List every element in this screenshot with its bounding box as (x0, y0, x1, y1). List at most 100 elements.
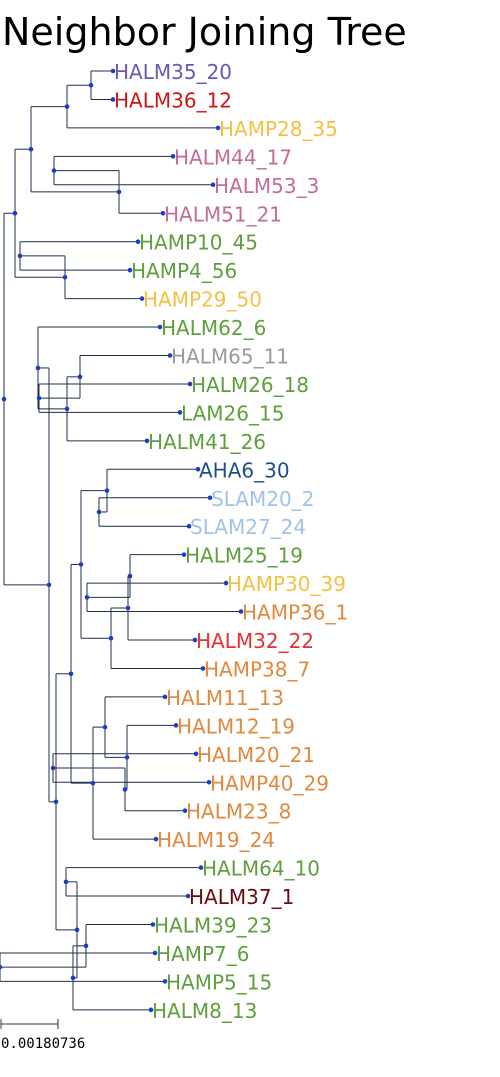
internal-node-dot (64, 406, 70, 412)
leaf-label: HAMP5_15 (166, 970, 272, 994)
leaf-node-dot (127, 267, 133, 273)
leaf-node-dot (153, 836, 159, 842)
internal-node-dot (36, 395, 42, 401)
internal-node-dot (70, 975, 76, 981)
leaf-node-dot (210, 182, 216, 188)
leaf-node-dot (181, 552, 187, 557)
leaf-labels: HALM35_20 HALM36_12 HAMP28_35 HALM44_17 HALM… (114, 60, 348, 1023)
leaf-label: HAMP30_39 (227, 572, 346, 596)
leaf-label: HAMP4_56 (131, 259, 237, 283)
leaf-label: HALM11_13 (166, 686, 284, 710)
leaf-label: HALM51_21 (164, 202, 282, 226)
leaf-label: HALM44_17 (174, 145, 292, 169)
leaf-label: HAMP40_29 (210, 771, 329, 795)
node-markers (0, 68, 244, 1013)
leaf-label: HALM25_19 (185, 544, 303, 568)
leaf-label: HALM20_21 (197, 743, 315, 767)
leaf-label: HALM32_22 (196, 629, 314, 653)
leaf-label: HALM64_10 (202, 857, 320, 881)
internal-node-dot (53, 799, 59, 805)
leaf-node-dot (110, 97, 116, 102)
leaf-label: HALM23_8 (186, 800, 291, 824)
internal-node-dot (116, 189, 122, 195)
internal-node-dot (125, 605, 131, 611)
leaf-node-dot (186, 523, 192, 529)
internal-node-dot (90, 780, 96, 786)
leaf-node-dot (148, 1007, 154, 1013)
page-title: Neighbor Joining Tree (2, 10, 407, 54)
leaf-node-dot (167, 353, 173, 358)
leaf-node-dot (170, 154, 176, 159)
leaf-label: HALM62_6 (161, 316, 266, 340)
internal-node-dot (127, 573, 133, 579)
leaf-node-dot (193, 751, 199, 757)
leaf-label: HALM12_19 (177, 714, 295, 738)
leaf-node-dot (152, 950, 158, 956)
leaf-label: HALM53_3 (214, 174, 319, 198)
internal-node-dot (64, 104, 70, 109)
leaf-label: HALM39_23 (154, 914, 272, 938)
internal-node-dot (102, 724, 108, 730)
leaf-label: HAMP36_1 (242, 601, 348, 625)
internal-node-dot (28, 146, 34, 152)
leaf-label: HALM41_26 (148, 430, 266, 454)
leaf-node-dot (185, 893, 191, 899)
leaf-label: HAMP28_35 (219, 117, 338, 141)
internal-node-dot (104, 488, 110, 493)
leaf-node-dot (139, 296, 145, 301)
leaf-node-dot (173, 723, 179, 728)
leaf-node-dot (160, 210, 166, 216)
leaf-node-dot (198, 865, 204, 870)
internal-node-dot (46, 582, 52, 588)
internal-node-dot (17, 253, 23, 259)
leaf-label: HALM37_1 (189, 885, 294, 909)
leaf-node-dot (215, 125, 221, 131)
leaf-label: HAMP38_7 (204, 657, 310, 681)
leaf-label: HAMP7_6 (156, 942, 250, 966)
internal-node-dot (84, 595, 90, 600)
leaf-node-dot (177, 410, 183, 415)
internal-node-dot (124, 755, 130, 760)
internal-node-dot (122, 787, 128, 792)
leaf-node-dot (182, 808, 188, 813)
scale-bar: 0.00180736 (0, 1019, 85, 1052)
internal-node-dot (1, 396, 7, 402)
leaf-label: HAMP10_45 (139, 231, 258, 255)
leaf-node-dot (192, 637, 198, 643)
leaf-node-dot (135, 239, 141, 244)
leaf-node-dot (238, 609, 244, 614)
internal-node-dot (88, 82, 94, 88)
internal-node-dot (62, 274, 68, 280)
leaf-node-dot (195, 467, 201, 472)
leaf-label: HALM8_13 (152, 999, 257, 1023)
internal-node-dot (108, 635, 114, 641)
leaf-node-dot (144, 438, 150, 444)
leaf-node-dot (150, 922, 156, 927)
leaf-node-dot (207, 495, 213, 501)
internal-node-dot (12, 210, 18, 216)
scale-bar-label: 0.00180736 (1, 1036, 85, 1052)
leaf-node-dot (162, 694, 168, 700)
internal-node-dot (51, 168, 57, 173)
internal-node-dot (68, 671, 74, 677)
leaf-node-dot (223, 580, 229, 586)
leaf-node-dot (157, 324, 163, 330)
leaf-label: AHA6_30 (199, 458, 290, 482)
leaf-label: LAM26_15 (181, 401, 284, 425)
leaf-node-dot (110, 68, 116, 74)
leaf-node-dot (200, 666, 206, 671)
internal-node-dot (74, 927, 80, 933)
internal-node-dot (83, 943, 89, 949)
leaf-label: HALM19_24 (157, 828, 275, 852)
internal-node-dot (35, 365, 41, 371)
internal-node-dot (96, 509, 102, 515)
leaf-label: HALM36_12 (114, 88, 232, 112)
leaf-label: HALM35_20 (114, 60, 232, 84)
leaf-label: HAMP29_50 (143, 288, 262, 312)
leaf-node-dot (162, 979, 168, 984)
leaf-label: SLAM20_2 (211, 487, 314, 511)
leaf-node-dot (206, 779, 212, 785)
internal-node-dot (78, 562, 84, 567)
internal-node-dot (77, 374, 83, 380)
